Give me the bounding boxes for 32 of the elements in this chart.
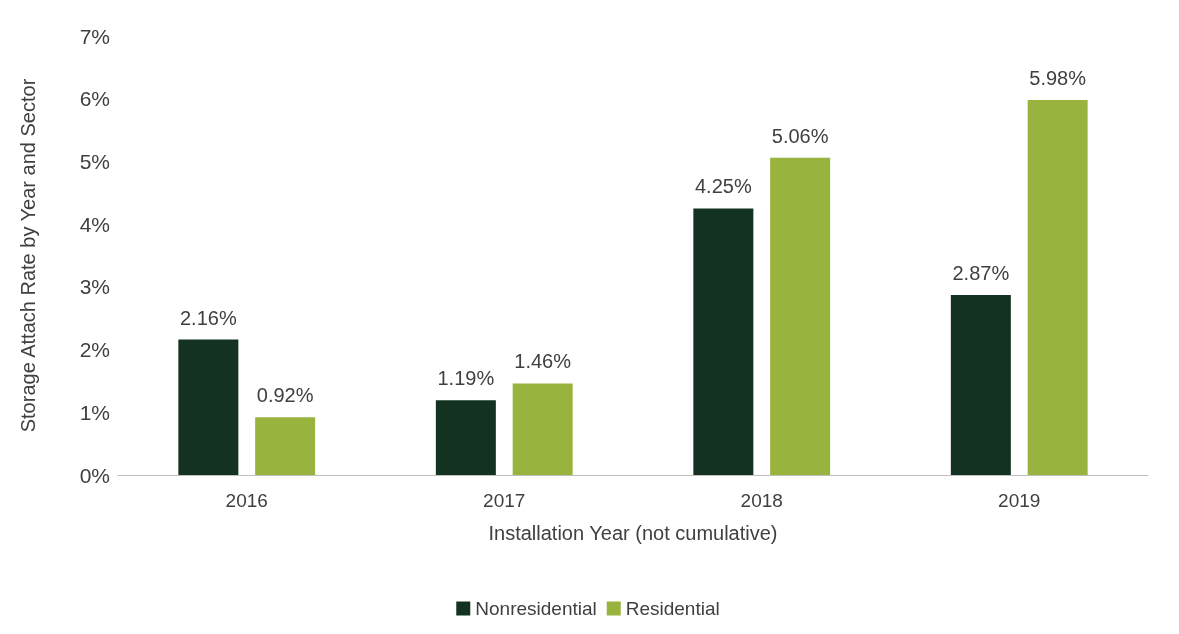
x-axis-title: Installation Year (not cumulative) [488, 522, 778, 544]
y-axis-title: Storage Attach Rate by Year and Sector [17, 78, 39, 433]
y-tick-label: 3% [79, 275, 110, 299]
bar [435, 400, 496, 475]
bar [178, 339, 239, 475]
bar [1027, 99, 1088, 475]
x-tick-label: 2018 [740, 490, 783, 511]
y-tick-label: 1% [79, 400, 110, 424]
data-label: 2.87% [952, 262, 1010, 285]
data-label: 1.19% [437, 367, 495, 390]
y-tick-label: 2% [79, 338, 110, 362]
legend-label: Nonresidential [475, 598, 597, 619]
y-tick-label: 6% [79, 87, 110, 111]
y-tick-label: 5% [79, 149, 110, 173]
bar [950, 295, 1011, 475]
data-label: 5.06% [771, 124, 829, 147]
y-tick-label: 7% [79, 24, 110, 48]
y-tick-label: 0% [79, 463, 110, 487]
data-label: 1.46% [514, 350, 572, 373]
data-label: 4.25% [694, 175, 752, 198]
x-tick-label: 2016 [225, 490, 268, 511]
data-label: 5.98% [1029, 66, 1087, 89]
x-tick-label: 2017 [483, 490, 526, 511]
legend-label: Residential [625, 598, 720, 619]
y-tick-label: 4% [79, 212, 110, 236]
bar [770, 157, 831, 475]
bar [255, 417, 316, 475]
bar [693, 208, 754, 475]
bar [512, 383, 573, 475]
x-tick-label: 2019 [998, 490, 1041, 511]
data-label: 2.16% [179, 306, 237, 329]
data-label: 0.92% [256, 384, 314, 407]
